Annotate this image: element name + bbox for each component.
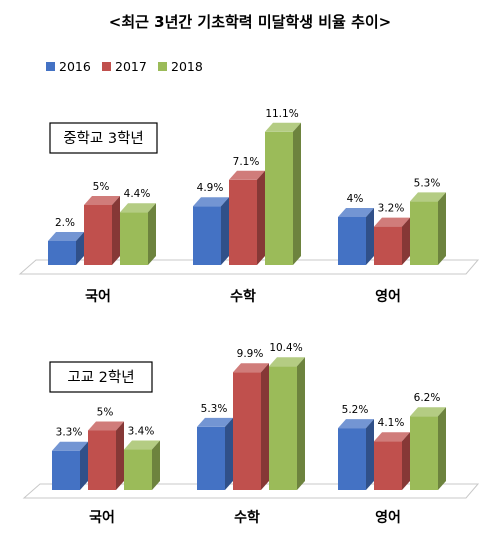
data-label-1-수학-2018: 10.4% <box>269 342 302 354</box>
data-label-0-영어-2018: 5.3% <box>414 177 441 189</box>
data-label-1-영어-2018: 6.2% <box>414 392 441 404</box>
bar-side-0-수학-2018 <box>293 122 301 265</box>
bar-1-국어-2018 <box>124 449 152 490</box>
data-label-1-국어-2017: 5% <box>97 407 114 419</box>
legend-label-2017: 2017 <box>115 59 147 74</box>
data-label-0-영어-2017: 3.2% <box>378 203 405 215</box>
bar-side-0-수학-2016 <box>221 197 229 265</box>
bar-0-수학-2018 <box>265 131 293 265</box>
bar-top-0-국어-2018 <box>120 203 156 213</box>
data-label-1-수학-2016: 5.3% <box>201 403 228 415</box>
bar-side-1-영어-2018 <box>438 407 446 490</box>
bar-top-0-수학-2017 <box>229 170 265 180</box>
data-label-0-국어-2017: 5% <box>93 181 110 193</box>
bar-1-영어-2016 <box>338 428 366 490</box>
bar-1-영어-2017 <box>374 441 402 490</box>
bar-top-1-국어-2018 <box>124 440 160 450</box>
category-label-0-0: 국어 <box>85 288 111 305</box>
bar-0-국어-2017 <box>84 205 112 265</box>
bar-0-영어-2017 <box>374 226 402 265</box>
bar-top-0-영어-2017 <box>374 217 410 227</box>
data-label-1-영어-2016: 5.2% <box>342 404 369 416</box>
bar-side-1-수학-2017 <box>261 363 269 490</box>
bar-top-1-국어-2016 <box>52 441 88 451</box>
data-label-1-영어-2017: 4.1% <box>378 417 405 429</box>
bar-side-0-영어-2017 <box>402 217 410 265</box>
data-label-0-수학-2018: 11.1% <box>265 108 298 120</box>
data-label-0-영어-2016: 4% <box>347 193 364 205</box>
bar-side-1-수학-2018 <box>297 357 305 490</box>
bar-1-수학-2016 <box>197 426 225 490</box>
panel-title-box-1 <box>49 361 153 393</box>
data-label-1-국어-2016: 3.3% <box>56 427 83 439</box>
bar-side-1-국어-2016 <box>80 441 88 490</box>
data-label-0-수학-2017: 7.1% <box>233 156 260 168</box>
bar-top-0-수학-2018 <box>265 122 301 132</box>
category-label-0-1: 수학 <box>230 289 256 305</box>
bar-top-0-수학-2016 <box>193 197 229 207</box>
data-label-0-국어-2018: 4.4% <box>124 188 151 200</box>
bar-top-1-영어-2018 <box>410 407 446 417</box>
chart-main-title: <최근 3년간 기초학력 미달학생 비율 추이> <box>109 13 392 31</box>
data-label-0-국어-2016: 2.% <box>55 217 75 229</box>
legend-swatch-2018 <box>158 62 167 71</box>
bar-top-0-국어-2016 <box>48 232 84 241</box>
bar-side-0-국어-2017 <box>112 196 120 265</box>
data-label-1-수학-2017: 9.9% <box>237 348 264 360</box>
bar-side-1-국어-2017 <box>116 421 124 490</box>
category-label-0-2: 영어 <box>375 288 401 305</box>
bar-top-1-수학-2016 <box>197 417 233 427</box>
bar-side-0-국어-2018 <box>148 203 156 265</box>
bar-side-1-영어-2017 <box>402 432 410 490</box>
bar-0-국어-2016 <box>48 241 76 265</box>
bar-1-국어-2016 <box>52 450 80 490</box>
bar-0-수학-2016 <box>193 206 221 265</box>
bar-top-0-영어-2018 <box>410 192 446 202</box>
bar-1-영어-2018 <box>410 416 438 490</box>
category-label-1-0: 국어 <box>89 509 115 526</box>
bar-top-1-국어-2017 <box>88 421 124 431</box>
category-label-1-1: 수학 <box>234 510 260 526</box>
legend-swatch-2016 <box>46 62 55 71</box>
category-label-1-2: 영어 <box>375 509 401 526</box>
panel-title-0: 중학교 3학년 <box>63 130 144 147</box>
bar-side-1-영어-2016 <box>366 419 374 490</box>
bar-1-수학-2018 <box>269 366 297 490</box>
legend-swatch-2017 <box>102 62 111 71</box>
bar-0-국어-2018 <box>120 212 148 265</box>
bar-top-1-수학-2018 <box>269 357 305 367</box>
bar-top-0-국어-2017 <box>84 196 120 205</box>
bar-0-영어-2016 <box>338 217 366 265</box>
bar-side-1-수학-2016 <box>225 417 233 490</box>
bar-side-0-영어-2016 <box>366 208 374 265</box>
bar-top-1-수학-2017 <box>233 363 269 373</box>
legend-label-2018: 2018 <box>171 59 203 74</box>
data-label-0-수학-2016: 4.9% <box>197 182 224 194</box>
data-label-1-국어-2018: 3.4% <box>128 426 155 438</box>
bar-top-1-영어-2017 <box>374 432 410 442</box>
bar-side-0-영어-2018 <box>438 192 446 265</box>
bar-0-영어-2018 <box>410 201 438 265</box>
panel-title-box-0 <box>49 122 158 154</box>
bar-side-0-국어-2016 <box>76 232 84 265</box>
legend-label-2016: 2016 <box>59 59 91 74</box>
panel-title-1: 고교 2학년 <box>67 369 134 386</box>
bar-top-1-영어-2016 <box>338 419 374 429</box>
bar-1-국어-2017 <box>88 430 116 490</box>
bar-0-수학-2017 <box>229 179 257 265</box>
bar-side-0-수학-2017 <box>257 170 265 265</box>
bar-1-수학-2017 <box>233 372 261 490</box>
bar-side-1-국어-2018 <box>152 440 160 490</box>
bar-top-0-영어-2016 <box>338 208 374 217</box>
